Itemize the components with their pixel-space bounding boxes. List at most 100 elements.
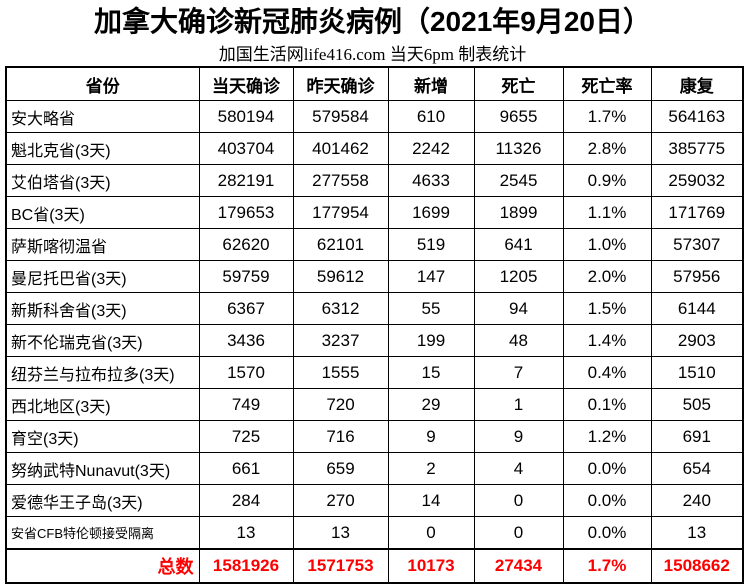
total-value-cell: 1581926 [198, 548, 294, 584]
value-cell: 15 [387, 356, 475, 389]
value-cell: 147 [387, 260, 475, 293]
value-cell: 9655 [473, 100, 564, 133]
value-cell: 579584 [292, 100, 389, 133]
value-cell: 2 [387, 452, 475, 485]
value-cell: 403704 [198, 132, 294, 165]
table-body: 安大略省 580194 579584 610 9655 1.7% 564163 魁北克省(3天… [5, 100, 744, 550]
value-cell: 659 [292, 452, 389, 485]
value-cell: 1.7% [562, 100, 652, 133]
table-row: 纽芬兰与拉布拉多(3天) 1570 1555 15 7 0.4% 1510 [5, 356, 744, 389]
province-cell: BC省(3天) [5, 196, 200, 229]
column-header: 死亡率 [562, 66, 652, 101]
value-cell: 610 [387, 100, 475, 133]
value-cell: 57307 [650, 228, 744, 261]
value-cell: 6312 [292, 292, 389, 325]
value-cell: 1555 [292, 356, 389, 389]
table-row: 新斯科舍省(3天) 6367 6312 55 94 1.5% 6144 [5, 292, 744, 325]
value-cell: 7 [473, 356, 564, 389]
value-cell: 277558 [292, 164, 389, 197]
value-cell: 177954 [292, 196, 389, 229]
value-cell: 59612 [292, 260, 389, 293]
value-cell: 2545 [473, 164, 564, 197]
value-cell: 0 [473, 516, 564, 550]
value-cell: 0.0% [562, 452, 652, 485]
province-cell: 爱德华王子岛(3天) [5, 484, 200, 517]
value-cell: 240 [650, 484, 744, 517]
value-cell: 1699 [387, 196, 475, 229]
value-cell: 62101 [292, 228, 389, 261]
column-header: 新增 [387, 66, 475, 101]
value-cell: 259032 [650, 164, 744, 197]
value-cell: 720 [292, 388, 389, 421]
value-cell: 14 [387, 484, 475, 517]
value-cell: 2903 [650, 324, 744, 357]
value-cell: 691 [650, 420, 744, 453]
column-header: 当天确诊 [198, 66, 294, 101]
column-header: 省份 [5, 66, 200, 101]
value-cell: 62620 [198, 228, 294, 261]
province-cell: 纽芬兰与拉布拉多(3天) [5, 356, 200, 389]
value-cell: 6144 [650, 292, 744, 325]
table-row: 爱德华王子岛(3天) 284 270 14 0 0.0% 240 [5, 484, 744, 517]
value-cell: 29 [387, 388, 475, 421]
province-cell: 育空(3天) [5, 420, 200, 453]
table-row: BC省(3天) 179653 177954 1699 1899 1.1% 171769 [5, 196, 744, 229]
value-cell: 2.8% [562, 132, 652, 165]
value-cell: 55 [387, 292, 475, 325]
value-cell: 9 [473, 420, 564, 453]
value-cell: 3436 [198, 324, 294, 357]
table-row: 努纳武特Nunavut(3天) 661 659 2 4 0.0% 654 [5, 452, 744, 485]
value-cell: 2.0% [562, 260, 652, 293]
table-row: 育空(3天) 725 716 9 9 1.2% 691 [5, 420, 744, 453]
table-row: 艾伯塔省(3天) 282191 277558 4633 2545 0.9% 259032 [5, 164, 744, 197]
value-cell: 13 [198, 516, 294, 550]
value-cell: 716 [292, 420, 389, 453]
province-cell: 新不伦瑞克省(3天) [5, 324, 200, 357]
value-cell: 9 [387, 420, 475, 453]
province-cell: 努纳武特Nunavut(3天) [5, 452, 200, 485]
value-cell: 401462 [292, 132, 389, 165]
table-header-row: 省份 当天确诊 昨天确诊 新增 死亡 死亡率 康复 [5, 66, 744, 101]
value-cell: 2242 [387, 132, 475, 165]
table-row: 安大略省 580194 579584 610 9655 1.7% 564163 [5, 100, 744, 133]
table-row: 安省CFB特伦顿接受隔离 13 13 0 0 0.0% 13 [5, 516, 744, 550]
value-cell: 6367 [198, 292, 294, 325]
value-cell: 641 [473, 228, 564, 261]
page-subtitle: 加国生活网life416.com 当天6pm 制表统计 [218, 45, 527, 64]
total-value-cell: 10173 [387, 548, 475, 584]
value-cell: 580194 [198, 100, 294, 133]
value-cell: 1.0% [562, 228, 652, 261]
province-cell: 安大略省 [5, 100, 200, 133]
covid-stats-table: 省份 当天确诊 昨天确诊 新增 死亡 死亡率 康复 安大略省 580194 579584 610 9… [5, 66, 744, 584]
value-cell: 0.0% [562, 516, 652, 550]
value-cell: 1205 [473, 260, 564, 293]
value-cell: 661 [198, 452, 294, 485]
value-cell: 564163 [650, 100, 744, 133]
table-row: 新不伦瑞克省(3天) 3436 3237 199 48 1.4% 2903 [5, 324, 744, 357]
value-cell: 519 [387, 228, 475, 261]
column-header: 昨天确诊 [292, 66, 389, 101]
value-cell: 749 [198, 388, 294, 421]
value-cell: 654 [650, 452, 744, 485]
value-cell: 199 [387, 324, 475, 357]
value-cell: 0.9% [562, 164, 652, 197]
total-value-cell: 1.7% [562, 548, 652, 584]
value-cell: 94 [473, 292, 564, 325]
value-cell: 0.0% [562, 484, 652, 517]
province-cell: 艾伯塔省(3天) [5, 164, 200, 197]
table-row: 曼尼托巴省(3天) 59759 59612 147 1205 2.0% 57956 [5, 260, 744, 293]
table-footer: 总数 1581926 1571753 10173 27434 1.7% 1508662 [5, 548, 744, 584]
value-cell: 725 [198, 420, 294, 453]
total-label: 总数 [5, 548, 200, 584]
total-value-cell: 27434 [473, 548, 564, 584]
value-cell: 1 [473, 388, 564, 421]
province-cell: 魁北克省(3天) [5, 132, 200, 165]
value-cell: 1.1% [562, 196, 652, 229]
value-cell: 0 [387, 516, 475, 550]
value-cell: 0.1% [562, 388, 652, 421]
value-cell: 13 [292, 516, 389, 550]
value-cell: 1.4% [562, 324, 652, 357]
value-cell: 282191 [198, 164, 294, 197]
value-cell: 48 [473, 324, 564, 357]
province-cell: 萨斯喀彻温省 [5, 228, 200, 261]
